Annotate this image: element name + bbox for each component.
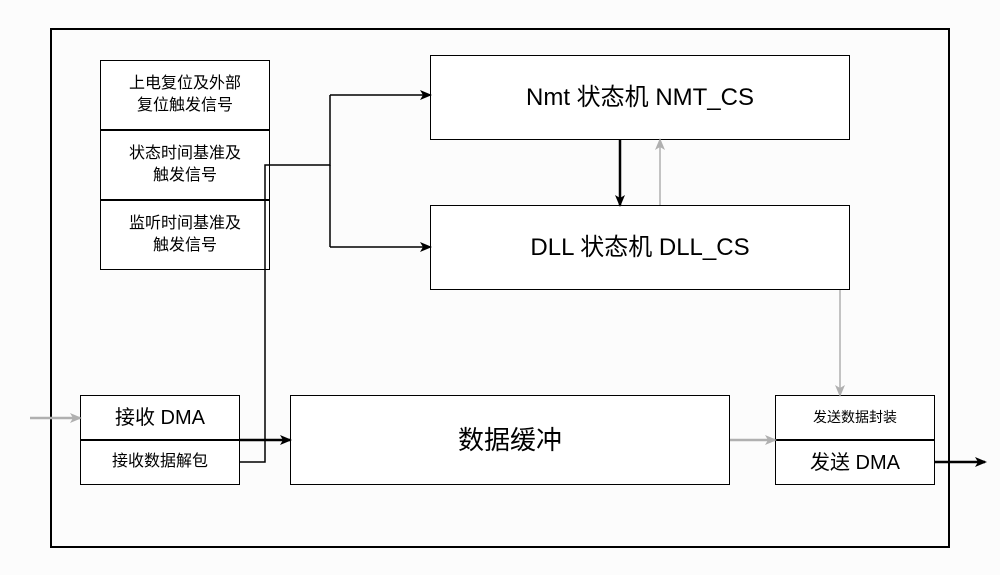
dll-label: DLL 状态机 DLL_CS (530, 231, 749, 265)
rxunpk-label: 接收数据解包 (112, 451, 208, 473)
box-rx-unpack: 接收数据解包 (80, 440, 240, 485)
signal1-line2: 复位触发信号 (137, 97, 233, 114)
box-signal-reset: 上电复位及外部 复位触发信号 (100, 60, 270, 130)
signal2-line1: 状态时间基准及 (129, 145, 241, 162)
diagram-canvas: 上电复位及外部 复位触发信号 状态时间基准及 触发信号 监听时间基准及 触发信号… (0, 0, 1000, 575)
box-tx-pack: 发送数据封装 (775, 395, 935, 440)
rxdma-label: 接收 DMA (115, 404, 205, 432)
box-rx-dma: 接收 DMA (80, 395, 240, 440)
txdma-label: 发送 DMA (810, 449, 900, 477)
box-dll-state-machine: DLL 状态机 DLL_CS (430, 205, 850, 290)
box-signal-listen-time: 监听时间基准及 触发信号 (100, 200, 270, 270)
box-data-buffer: 数据缓冲 (290, 395, 730, 485)
nmt-label: Nmt 状态机 NMT_CS (526, 81, 754, 115)
txpack-label: 发送数据封装 (813, 408, 897, 428)
box-nmt-state-machine: Nmt 状态机 NMT_CS (430, 55, 850, 140)
signal3-line1: 监听时间基准及 (129, 215, 241, 232)
buffer-label: 数据缓冲 (458, 422, 562, 458)
signal1-line1: 上电复位及外部 (129, 75, 241, 92)
signal3-line2: 触发信号 (153, 237, 217, 254)
signal2-line2: 触发信号 (153, 167, 217, 184)
box-signal-state-time: 状态时间基准及 触发信号 (100, 130, 270, 200)
box-tx-dma: 发送 DMA (775, 440, 935, 485)
